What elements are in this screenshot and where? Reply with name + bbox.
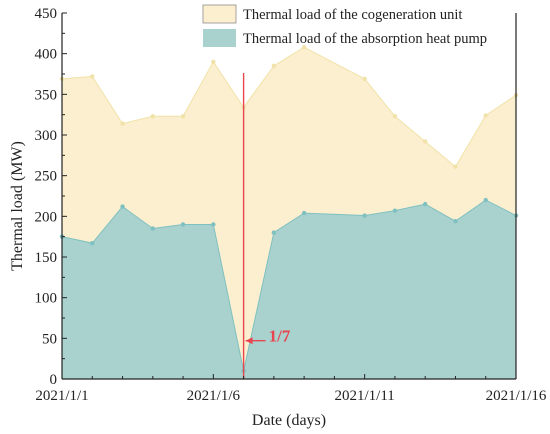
x-tick-label: 2021/1/6 [187, 388, 241, 404]
y-axis-label: Thermal load (MW) [9, 141, 26, 271]
legend-swatch-1 [202, 4, 237, 24]
annotation-label: 1/7 [269, 327, 291, 346]
legend-label-2: Thermal load of the absorption heat pump [243, 31, 487, 47]
data-point-s2-13 [453, 219, 458, 224]
data-point-s2-8 [271, 230, 277, 235]
legend: Thermal load of the cogeneration unit The… [202, 4, 487, 47]
data-point-s1-6 [211, 59, 216, 64]
annotation-arrow-head [245, 337, 253, 345]
data-point-s1-14 [483, 113, 488, 118]
data-point-s1-10 [362, 76, 367, 82]
data-point-s1-13 [453, 164, 458, 169]
axis-layer: 0 50 100 150 200 250 300 350 400 450 2021/1/1 2021/… [35, 6, 547, 404]
data-point-s2-11 [392, 208, 398, 213]
data-point-s1-3 [120, 121, 125, 126]
data-point-s2-5 [180, 222, 186, 227]
data-point-s1-11 [392, 114, 398, 119]
y-tick-label: 450 [35, 6, 58, 22]
y-tick-label: 0 [50, 372, 58, 388]
data-point-s1-5 [180, 114, 186, 119]
y-tick-label: 100 [35, 291, 58, 307]
y-tick-label: 50 [42, 331, 57, 347]
data-point-s2-10 [362, 213, 367, 218]
data-point-s2-14 [483, 197, 488, 203]
y-tick-label: 250 [35, 169, 58, 185]
area-layer [61, 46, 517, 379]
data-point-s1-2 [90, 74, 95, 79]
legend-swatch-2 [203, 29, 236, 47]
y-tick-label: 350 [35, 87, 58, 103]
x-tick-label: 2021/1/16 [486, 388, 547, 404]
data-point-s1-4 [150, 114, 155, 119]
data-point-s2-3 [120, 204, 125, 209]
x-axis-label: Date (days) [252, 412, 326, 429]
y-tick-label: 300 [35, 128, 58, 144]
data-point-s2-4 [150, 226, 155, 231]
data-point-s2-12 [423, 201, 428, 207]
marker-layer [59, 44, 519, 374]
y-tick-label: 150 [35, 250, 58, 266]
legend-label-1: Thermal load of the cogeneration unit [243, 7, 462, 23]
data-point-s1-12 [423, 139, 428, 144]
area-series-2 [62, 200, 516, 379]
data-point-s2-9 [301, 210, 307, 216]
annotation-layer: 1/7 [242, 73, 291, 379]
y-tick-label: 200 [35, 209, 58, 225]
data-point-s2-2 [90, 240, 95, 246]
y-tick-label: 400 [35, 47, 58, 63]
data-point-s1-9 [301, 44, 307, 50]
x-tick-label: 2021/1/11 [335, 388, 395, 404]
data-point-s1-8 [271, 63, 277, 69]
x-tick-label: 2021/1/1 [35, 388, 88, 404]
data-point-s2-6 [211, 222, 216, 227]
